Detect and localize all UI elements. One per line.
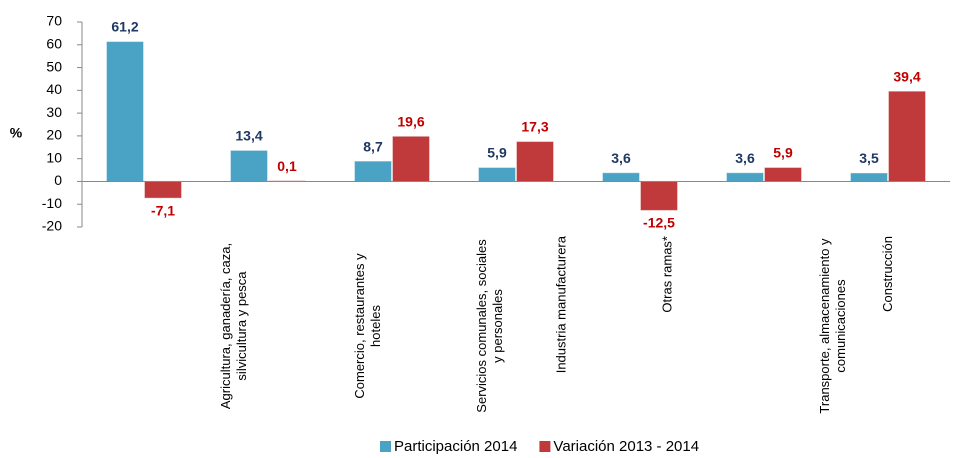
legend-label: Variación 2013 - 2014 [553, 438, 699, 455]
y-tick-label: 0 [54, 172, 62, 188]
legend-label: Participación 2014 [394, 438, 517, 455]
x-tick-label: Otras ramas* [659, 236, 675, 313]
y-tick-label: -10 [42, 195, 62, 211]
bar [764, 167, 802, 182]
x-tick-label: Industria manufacturera [553, 236, 569, 374]
y-tick-label: 70 [46, 13, 62, 29]
bar [478, 167, 516, 182]
y-tick-label: 10 [46, 149, 62, 165]
x-tick-label: Comercio, restaurantes y hoteles [352, 253, 383, 399]
y-tick-label: -20 [42, 218, 62, 234]
value-label: 8,7 [363, 138, 383, 154]
value-label: 39,4 [893, 68, 920, 84]
value-label: 61,2 [111, 19, 138, 35]
bar [354, 161, 392, 182]
value-label: 17,3 [521, 119, 548, 135]
x-tick-label: Construcción [879, 236, 895, 312]
bar [516, 141, 554, 182]
y-tick-label: 60 [46, 35, 62, 51]
bar [392, 136, 430, 182]
y-axis-label: % [10, 125, 23, 141]
legend-swatch [539, 441, 551, 452]
value-label: -7,1 [151, 202, 175, 218]
x-tick-label: Transporte, almacenamiento y comunicacio… [817, 238, 848, 414]
bar [850, 172, 888, 182]
value-label: 19,6 [397, 114, 424, 130]
value-label: 0,1 [277, 158, 297, 174]
legend-swatch [380, 441, 391, 452]
bar [726, 172, 764, 182]
bar [230, 150, 268, 182]
bar [888, 91, 926, 182]
value-label: 3,6 [735, 150, 755, 166]
bar [144, 180, 182, 199]
x-tick-label: Agricultura, ganadería, caza, silvicultu… [218, 242, 249, 410]
y-tick-label: 20 [46, 127, 62, 143]
bar [106, 41, 144, 182]
value-label: 3,6 [611, 150, 631, 166]
y-tick-label: 30 [46, 104, 62, 120]
value-label: 3,5 [859, 150, 879, 166]
x-tick-label: Servicios comunales, sociales y personal… [474, 239, 505, 413]
y-tick-label: 40 [46, 81, 62, 97]
value-label: -12,5 [643, 215, 675, 231]
bar [640, 180, 678, 211]
value-label: 5,9 [487, 145, 507, 161]
bar [602, 172, 640, 182]
y-tick-label: 50 [46, 58, 62, 74]
value-label: 13,4 [235, 128, 262, 144]
value-label: 5,9 [773, 145, 793, 161]
